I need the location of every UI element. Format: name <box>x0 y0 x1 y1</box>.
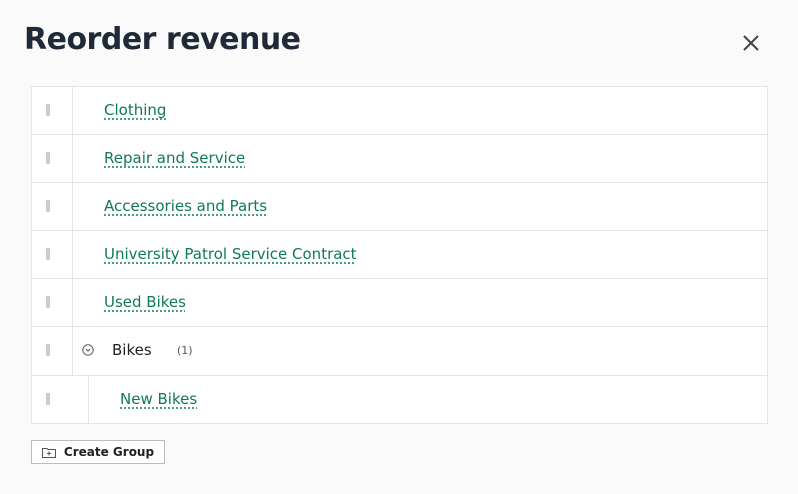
item-label[interactable]: New Bikes <box>120 390 198 408</box>
item-label[interactable]: Repair and Service <box>104 149 246 167</box>
close-icon[interactable] <box>738 30 764 56</box>
item-label[interactable]: University Patrol Service Contract <box>104 245 357 263</box>
item-label[interactable]: Accessories and Parts <box>104 197 268 215</box>
group-count: (1) <box>177 344 193 357</box>
group-row[interactable]: Bikes (1) <box>32 327 767 376</box>
list-item[interactable]: Repair and Service <box>32 135 767 183</box>
drag-handle-icon[interactable] <box>46 104 50 116</box>
list-item[interactable]: New Bikes <box>32 376 767 423</box>
drag-handle-icon[interactable] <box>46 152 50 164</box>
create-group-button[interactable]: Create Group <box>31 440 165 464</box>
list-item[interactable]: Used Bikes <box>32 279 767 327</box>
drag-handle-icon[interactable] <box>46 296 50 308</box>
item-label[interactable]: Clothing <box>104 101 167 119</box>
drag-handle-icon[interactable] <box>46 248 50 260</box>
list-item[interactable]: University Patrol Service Contract <box>32 231 767 279</box>
dialog-title: Reorder revenue <box>24 22 301 57</box>
drag-handle-icon[interactable] <box>46 200 50 212</box>
group-label: Bikes <box>112 341 152 359</box>
create-group-label: Create Group <box>63 445 155 459</box>
list-item[interactable]: Accessories and Parts <box>32 183 767 231</box>
folder-plus-icon <box>41 447 56 458</box>
chevron-down-circle-icon[interactable] <box>82 344 94 356</box>
drag-handle-icon[interactable] <box>46 344 50 356</box>
drag-handle-icon[interactable] <box>46 393 50 405</box>
revenue-list: Clothing Repair and Service Accessories … <box>31 86 768 424</box>
list-item[interactable]: Clothing <box>32 87 767 135</box>
item-label[interactable]: Used Bikes <box>104 293 186 311</box>
